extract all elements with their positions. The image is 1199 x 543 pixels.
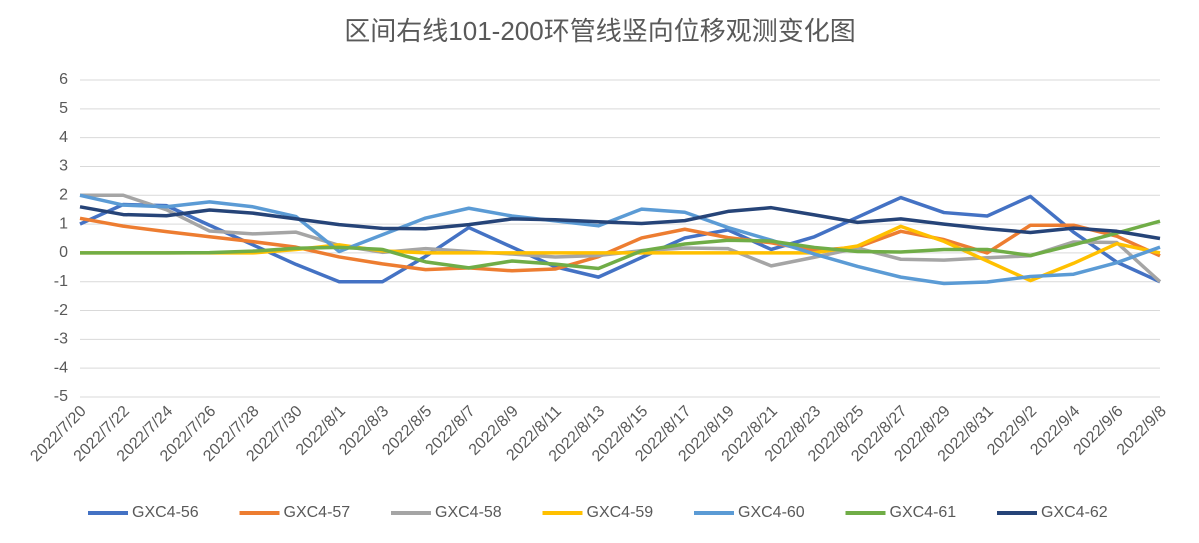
legend-label: GXC4-59 — [587, 504, 654, 521]
y-tick-label: 4 — [59, 129, 68, 146]
y-tick-label: -1 — [54, 273, 68, 290]
y-tick-label: 1 — [59, 215, 68, 232]
y-tick-label: 6 — [59, 71, 68, 88]
y-tick-label: 3 — [59, 158, 68, 175]
series-line — [79, 194, 1161, 284]
series-line — [79, 216, 1161, 273]
y-tick-label: -3 — [54, 331, 68, 348]
legend-label: GXC4-56 — [132, 504, 199, 521]
y-tick-label: 0 — [59, 244, 68, 261]
series-line — [79, 193, 1161, 286]
chart-title: 区间右线101-200环管线竖向位移观测变化图 — [344, 16, 855, 46]
legend-label: GXC4-62 — [1041, 504, 1108, 521]
y-tick-label: -5 — [54, 388, 68, 405]
y-tick-label: 5 — [59, 100, 68, 117]
legend-label: GXC4-61 — [890, 504, 957, 521]
series-line — [80, 219, 1161, 271]
legend-label: GXC4-60 — [738, 504, 805, 521]
y-tick-label: 2 — [59, 186, 68, 203]
legend-label: GXC4-58 — [435, 504, 502, 521]
y-tick-label: -2 — [54, 302, 68, 319]
legend-label: GXC4-57 — [284, 504, 351, 521]
y-tick-label: -4 — [54, 359, 68, 376]
series-line — [79, 205, 1161, 241]
